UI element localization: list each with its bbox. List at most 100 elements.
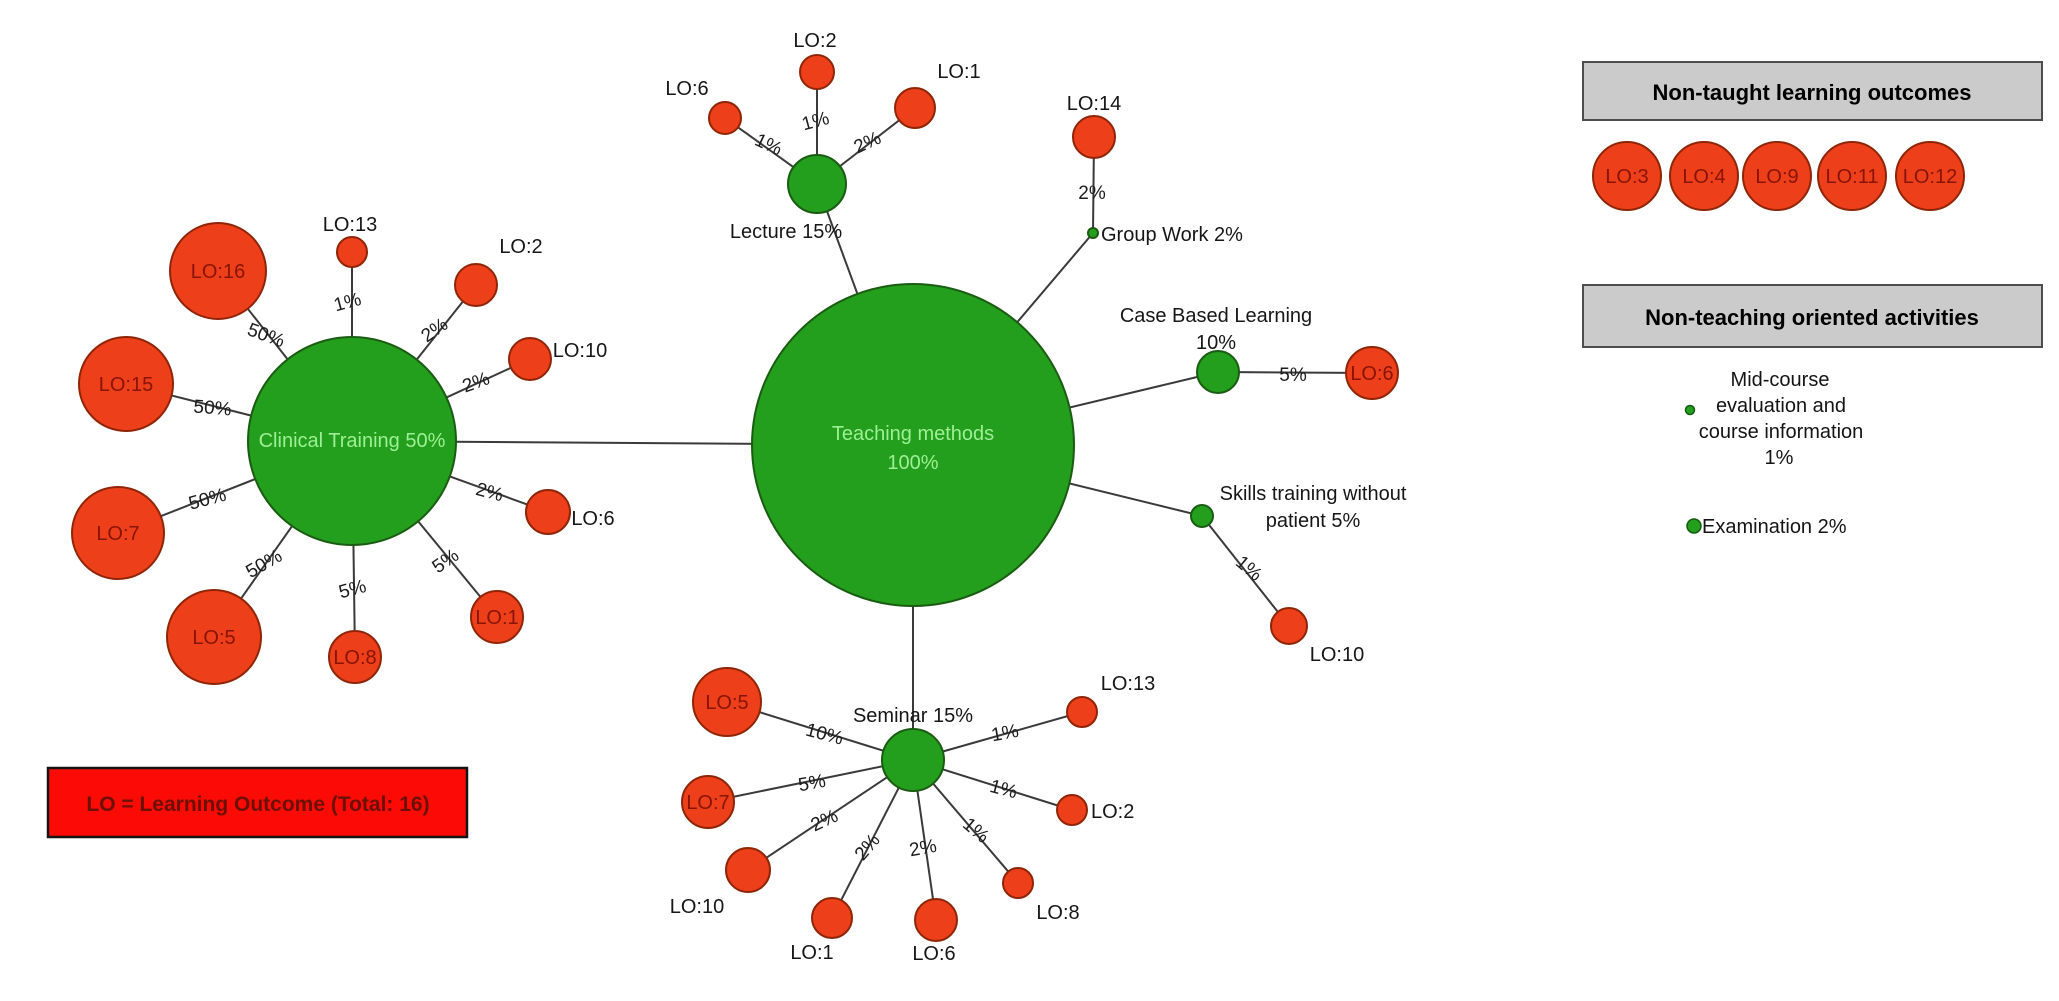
outcome-label-seminar-lo6: LO:6 xyxy=(912,943,955,965)
teaching-methods-label-line-2: 100% xyxy=(887,452,938,474)
edge-pct-clinical-training-lo5: 50% xyxy=(243,546,287,583)
edge-pct-clinical-training-lo2: 2% xyxy=(418,314,453,347)
edge-pct-clinical-training-lo13: 1% xyxy=(332,289,364,316)
non-teaching-panel: Non-teaching oriented activities Mid-cou… xyxy=(1582,284,2043,538)
non-taught-label-lo4: LO:4 xyxy=(1682,166,1725,188)
edge-pct-seminar-lo7: 5% xyxy=(797,771,828,796)
outcome-node-seminar-lo13 xyxy=(1066,696,1098,728)
outcome-node-seminar-lo2 xyxy=(1056,794,1088,826)
method-label-case-based-learning-2: 10% xyxy=(1196,332,1236,354)
method-label-clinical-training-1: Clinical Training 50% xyxy=(259,430,446,452)
outcome-label-seminar-lo10: LO:10 xyxy=(670,896,724,918)
outcome-node-seminar-lo7 xyxy=(681,775,735,829)
edge-pct-lecture-lo6: 1% xyxy=(751,130,785,161)
method-label-skills-training-2: patient 5% xyxy=(1266,510,1361,532)
outcome-label-lecture-lo1: LO:1 xyxy=(937,61,980,83)
outcome-label-clinical-training-lo8: LO:8 xyxy=(333,647,376,669)
outcome-node-clinical-training-lo8 xyxy=(328,630,382,684)
non-taught-header-title: Non-taught learning outcomes xyxy=(1653,80,1972,105)
mid-course-line-1: Mid-course xyxy=(1731,369,1830,391)
outcome-node-clinical-training-lo2 xyxy=(454,263,498,307)
outcome-node-clinical-training-lo13 xyxy=(336,236,368,268)
outcome-node-clinical-training-lo16 xyxy=(169,222,267,320)
edge-pct-group-work-lo14: 2% xyxy=(1078,183,1106,204)
outcome-label-lecture-lo2: LO:2 xyxy=(793,30,836,52)
edge-pct-seminar-lo5: 10% xyxy=(803,720,845,750)
mid-course-line-4: 1% xyxy=(1765,447,1794,469)
outcome-label-clinical-training-lo5: LO:5 xyxy=(192,627,235,649)
outcome-node-seminar-lo1 xyxy=(811,897,853,939)
mid-course-dot xyxy=(1684,404,1696,416)
outcome-label-seminar-lo5: LO:5 xyxy=(705,692,748,714)
outcome-label-seminar-lo2: LO:2 xyxy=(1091,801,1134,823)
non-taught-panel: Non-taught learning outcomes LO:3 LO:4 LO:… xyxy=(1582,61,2043,211)
outcome-node-clinical-training-lo15 xyxy=(78,336,174,432)
outcome-node-seminar-lo5 xyxy=(692,667,762,737)
edge-pct-seminar-lo6: 2% xyxy=(908,836,939,861)
outcome-label-seminar-lo1: LO:1 xyxy=(790,942,833,964)
edge-pct-skills-training-lo10: 1% xyxy=(1231,552,1266,586)
outcome-node-clinical-training-lo10 xyxy=(508,337,552,381)
legend: LO = Learning Outcome (Total: 16) xyxy=(46,766,469,839)
edge-pct-lecture-lo2: 1% xyxy=(800,108,832,135)
method-node-case-based-learning xyxy=(1196,350,1240,394)
node-layer xyxy=(71,54,1399,942)
outcome-label-case-based-learning-lo6: LO:6 xyxy=(1350,363,1393,385)
non-taught-header-box xyxy=(1582,61,2043,121)
examination-dot xyxy=(1686,518,1702,534)
mid-course-line-3: course information xyxy=(1699,421,1864,443)
method-label-group-work-1: Group Work 2% xyxy=(1101,224,1243,246)
outcome-label-seminar-lo7: LO:7 xyxy=(686,792,729,814)
non-taught-node-lo12 xyxy=(1895,141,1965,211)
non-taught-node-lo11 xyxy=(1817,141,1887,211)
edge-pct-clinical-training-lo8: 5% xyxy=(337,576,369,603)
legend-text: LO = Learning Outcome (Total: 16) xyxy=(86,793,429,816)
method-node-group-work xyxy=(1087,227,1099,239)
outcome-node-clinical-training-lo1 xyxy=(470,590,524,644)
non-taught-node-lo3 xyxy=(1592,141,1662,211)
non-taught-node-lo9 xyxy=(1742,141,1812,211)
non-taught-items: LO:3 LO:4 LO:9 LO:11 LO:12 xyxy=(1592,141,1965,211)
outcome-node-seminar-lo10 xyxy=(725,847,771,893)
method-node-lecture xyxy=(787,154,847,214)
outcome-label-clinical-training-lo1: LO:1 xyxy=(475,607,518,629)
outcome-label-seminar-lo8: LO:8 xyxy=(1036,902,1079,924)
non-taught-node-lo4 xyxy=(1669,141,1739,211)
method-label-lecture-1: Lecture 15% xyxy=(730,221,843,243)
method-node-seminar xyxy=(881,728,945,792)
edge-skills-training-lo10 xyxy=(1201,515,1290,627)
outcome-label-clinical-training-lo10: LO:10 xyxy=(553,340,607,362)
method-label-seminar-1: Seminar 15% xyxy=(853,705,973,727)
outcome-label-clinical-training-lo2: LO:2 xyxy=(499,236,542,258)
outcome-node-skills-training-lo10 xyxy=(1270,607,1308,645)
outcome-label-clinical-training-lo16: LO:16 xyxy=(191,261,245,283)
outcome-node-seminar-lo6 xyxy=(914,898,958,942)
outcome-node-group-work-lo14 xyxy=(1072,115,1116,159)
edge-pct-case-based-learning-lo6: 5% xyxy=(1279,365,1307,386)
edge-pct-clinical-training-lo7: 50% xyxy=(186,485,228,515)
outcome-node-lecture-lo1 xyxy=(894,87,936,129)
outcome-label-lecture-lo6: LO:6 xyxy=(665,78,708,100)
outcome-label-clinical-training-lo15: LO:15 xyxy=(99,374,153,396)
outcome-label-clinical-training-lo7: LO:7 xyxy=(96,523,139,545)
outcome-node-seminar-lo8 xyxy=(1002,867,1034,899)
outcome-node-case-based-learning-lo6 xyxy=(1345,346,1399,400)
edge-seminar-lo7 xyxy=(707,759,914,803)
outcome-label-skills-training-lo10: LO:10 xyxy=(1310,644,1364,666)
label-layer: Teaching methods 100% Lecture 15% LO:6 1% LO:… xyxy=(96,30,1406,965)
non-taught-label-lo9: LO:9 xyxy=(1755,166,1798,188)
method-label-case-based-learning-1: Case Based Learning xyxy=(1120,305,1312,327)
method-node-clinical-training xyxy=(247,336,457,546)
non-taught-label-lo3: LO:3 xyxy=(1605,166,1648,188)
edge-pct-seminar-lo2: 1% xyxy=(987,776,1019,803)
mid-course-line-2: evaluation and xyxy=(1716,395,1846,417)
teaching-methods-label-line-1: Teaching methods xyxy=(832,423,994,445)
legend-box xyxy=(46,766,469,839)
edge-pct-clinical-training-lo1: 5% xyxy=(429,545,464,578)
non-teaching-header-title: Non-teaching oriented activities xyxy=(1645,305,1979,330)
outcome-node-clinical-training-lo6 xyxy=(525,489,571,535)
edge-pct-clinical-training-lo16: 50% xyxy=(244,319,287,352)
outcome-label-group-work-lo14: LO:14 xyxy=(1067,93,1121,115)
